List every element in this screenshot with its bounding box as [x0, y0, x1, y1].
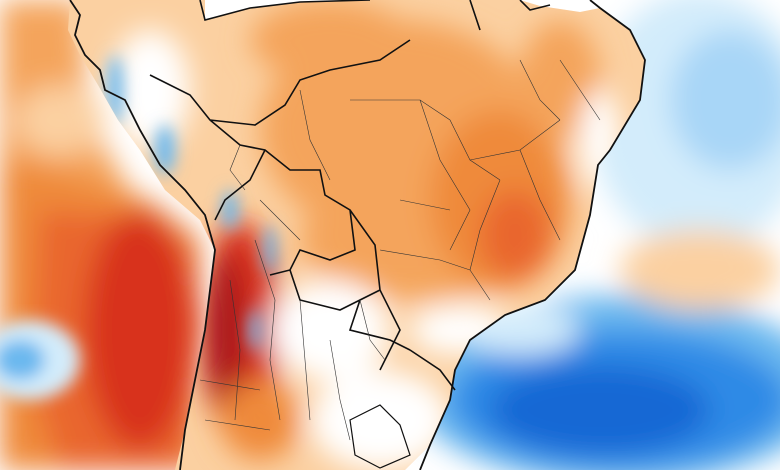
uruguay-outline: [349, 404, 411, 469]
continent-outline: [69, 0, 646, 470]
pacific-cold-patch: [0, 320, 80, 400]
state-borders: [199, 59, 601, 441]
